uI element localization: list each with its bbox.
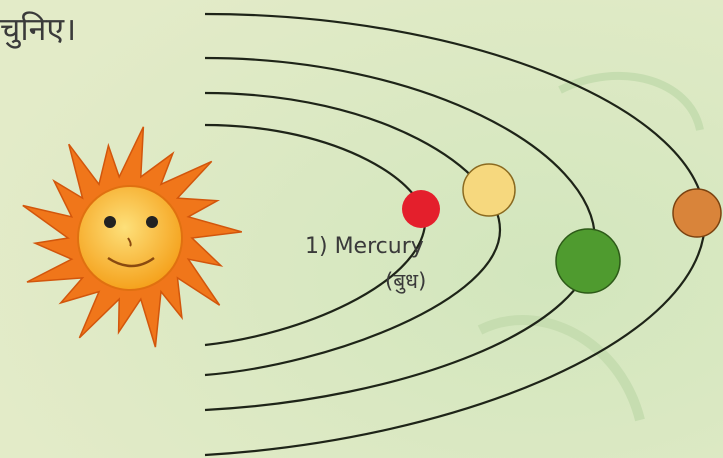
planet-venus — [463, 164, 515, 216]
planet-label-hindi: (बुध) — [385, 269, 426, 294]
heading: चुनिए। — [0, 10, 76, 49]
sun-face — [78, 186, 182, 290]
solar-system-illustration: चुनिए। 1) Mercury (बुध) — [0, 0, 723, 458]
planet-mars — [673, 189, 721, 237]
planet-label: 1) Mercury — [305, 234, 424, 259]
page: चुनिए। 1) Mercury (बुध) (() => { const d… — [0, 0, 723, 458]
planet-earth — [556, 229, 620, 293]
sun-eye — [104, 216, 116, 228]
planet-mercury — [402, 190, 440, 228]
sun-eye — [146, 216, 158, 228]
